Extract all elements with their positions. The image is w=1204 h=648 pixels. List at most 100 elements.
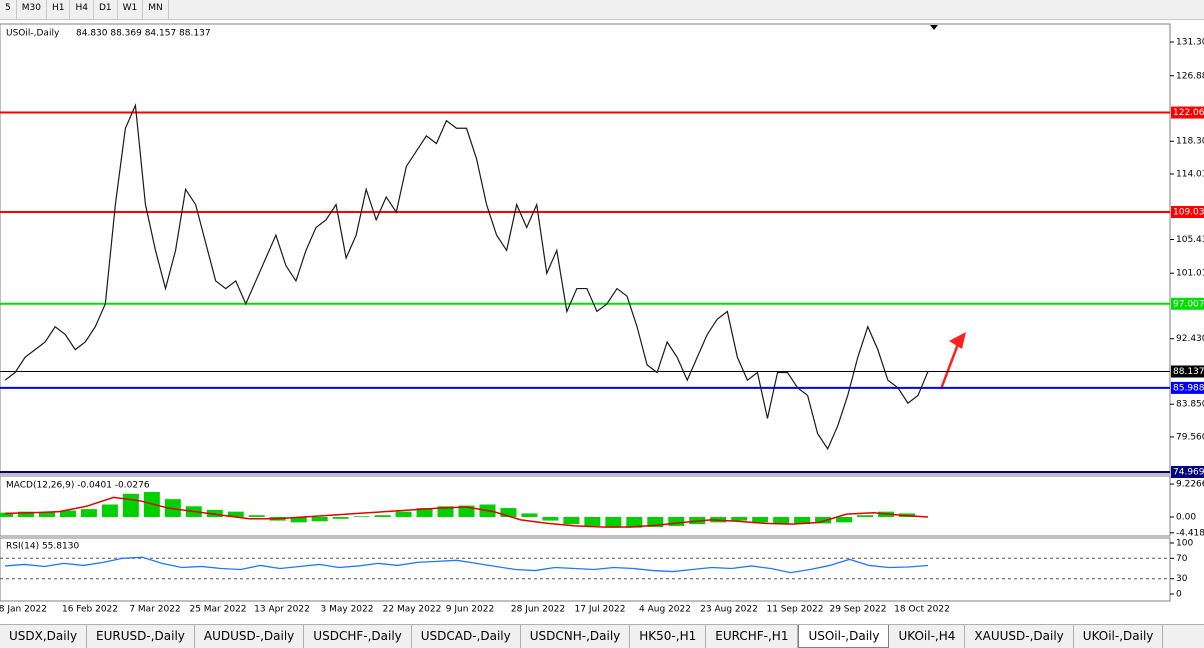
macd-bar — [521, 513, 538, 517]
macd-bar — [122, 493, 139, 517]
rsi-frame — [0, 537, 1171, 602]
macd-bar — [752, 517, 769, 523]
macd-bar — [332, 517, 349, 519]
rsi-line — [4, 556, 929, 574]
level-tag — [1171, 365, 1204, 378]
macd-bar — [290, 517, 307, 523]
macd-bar — [773, 517, 790, 525]
macd-title: MACD(12,26,9) -0.0401 -0.0276 — [6, 481, 150, 491]
macd-bar — [500, 508, 517, 517]
y-tick-label: 30 — [1176, 574, 1188, 584]
macd-bar — [668, 517, 685, 526]
arrow-head — [949, 332, 966, 349]
x-tick-label: 23 Aug 2022 — [700, 605, 758, 615]
timeframe-button[interactable]: W1 — [118, 0, 144, 19]
symbol-tab[interactable]: EURCHF-,H1 — [706, 625, 799, 648]
macd-frame — [0, 475, 1171, 537]
level-label: 74.969 — [1173, 468, 1204, 478]
macd-bar — [0, 512, 13, 517]
macd-bar — [731, 517, 748, 521]
y-tick-label: 126.880 — [1176, 71, 1204, 81]
symbol-tab[interactable]: USDCNH-,Daily — [521, 625, 631, 648]
level-label: 97.007 — [1173, 299, 1204, 309]
timeframe-button[interactable]: 5 — [0, 0, 17, 19]
price-line — [4, 103, 929, 451]
symbol-tab[interactable]: USDX,Daily — [0, 625, 88, 648]
chart: USOil-,Daily 84.830 88.369 84.157 88.137… — [0, 23, 1204, 615]
macd-bar — [458, 505, 475, 517]
x-tick-label: 13 Apr 2022 — [254, 605, 310, 615]
y-tick-label: 105.430 — [1176, 235, 1204, 245]
symbol-tab[interactable]: USOil-,Daily — [798, 625, 890, 648]
symbol-tab[interactable]: UKOil-,Daily — [1074, 625, 1164, 648]
y-tick-label: 131.300 — [1176, 38, 1204, 48]
macd-bar — [206, 509, 223, 517]
x-tick-label: 18 Oct 2022 — [894, 605, 950, 615]
macd-bar — [563, 517, 580, 525]
symbol-tab[interactable]: USDCAD-,Daily — [412, 625, 521, 648]
level-label: 109.03 — [1173, 208, 1204, 218]
macd-bar — [59, 510, 76, 517]
level-tag — [1171, 206, 1204, 219]
symbol-tab[interactable]: USDCHF-,Daily — [304, 625, 412, 648]
macd-bar — [857, 515, 874, 517]
y-tick-label: 118.300 — [1176, 137, 1204, 147]
macd-bar — [647, 517, 664, 527]
signal-line — [4, 496, 929, 528]
timeframe-button[interactable]: H1 — [47, 0, 71, 19]
x-tick-label: 4 Aug 2022 — [639, 605, 691, 615]
macd-bar — [38, 512, 55, 517]
macd-bar — [80, 509, 97, 517]
symbol-tab[interactable]: EURUSD-,Daily — [87, 625, 195, 648]
macd-bar — [626, 517, 643, 528]
y-tick-label: 70 — [1176, 554, 1188, 564]
macd-bar — [836, 517, 853, 523]
x-tick-label: 16 Feb 2022 — [62, 605, 118, 615]
macd-bar — [353, 516, 370, 517]
level-label: 88.137 — [1173, 367, 1204, 377]
macd-bar — [794, 517, 811, 525]
macd-bar — [374, 515, 391, 517]
toolbar: 5 M30 H1 H4 D1 W1 MN — [0, 0, 1204, 20]
macd-bar — [584, 517, 601, 526]
level-label: 122.06 — [1173, 108, 1204, 118]
symbol-tab[interactable]: HK50-,H1 — [630, 625, 707, 648]
x-tick-label: 11 Sep 2022 — [766, 605, 823, 615]
timeframe-button[interactable]: H4 — [70, 0, 94, 19]
y-tick-label: 101.010 — [1176, 269, 1204, 279]
macd-bar — [17, 511, 34, 517]
x-tick-label: 29 Sep 2022 — [829, 605, 886, 615]
y-tick-label: 79.560 — [1176, 432, 1204, 442]
symbol-tab[interactable]: AUDUSD-,Daily — [195, 625, 305, 648]
timeframe-button[interactable]: D1 — [94, 0, 118, 19]
macd-bar — [815, 517, 832, 524]
timeframe-button[interactable]: M30 — [17, 0, 47, 19]
x-tick-label: 3 May 2022 — [321, 605, 374, 615]
y-tick-label: 9.2266 — [1176, 480, 1204, 490]
macd-bar — [437, 506, 454, 517]
y-tick-label: 83.850 — [1176, 400, 1204, 410]
y-tick-label: 0 — [1176, 590, 1182, 600]
macd-bar — [395, 511, 412, 517]
x-tick-label: 25 Mar 2022 — [189, 605, 246, 615]
arrow-line — [939, 343, 960, 390]
timeframe-button[interactable]: MN — [143, 0, 169, 19]
x-tick-label: 28 Jan 2022 — [0, 605, 47, 615]
y-tick-label: 114.010 — [1176, 169, 1204, 179]
level-label: 85.988 — [1173, 383, 1204, 393]
symbol-tab[interactable]: UKOil-,H4 — [889, 625, 966, 648]
x-tick-label: 9 Jun 2022 — [446, 605, 494, 615]
level-tag — [1171, 381, 1204, 394]
macd-bar — [605, 517, 622, 528]
ohlc: 84.830 88.369 84.157 88.137 — [76, 29, 211, 39]
x-tick-label: 28 Jun 2022 — [511, 605, 565, 615]
macd-bar — [248, 515, 265, 517]
chart-title: USOil-,Daily — [6, 29, 60, 39]
symbol-tab[interactable]: XAUUSD-,Daily — [965, 625, 1074, 648]
level-tag — [1171, 297, 1204, 310]
level-tag — [1171, 106, 1204, 119]
y-tick-label: 100 — [1176, 539, 1193, 549]
rsi-title: RSI(14) 55.8130 — [6, 542, 79, 552]
macd-bar — [311, 517, 328, 522]
